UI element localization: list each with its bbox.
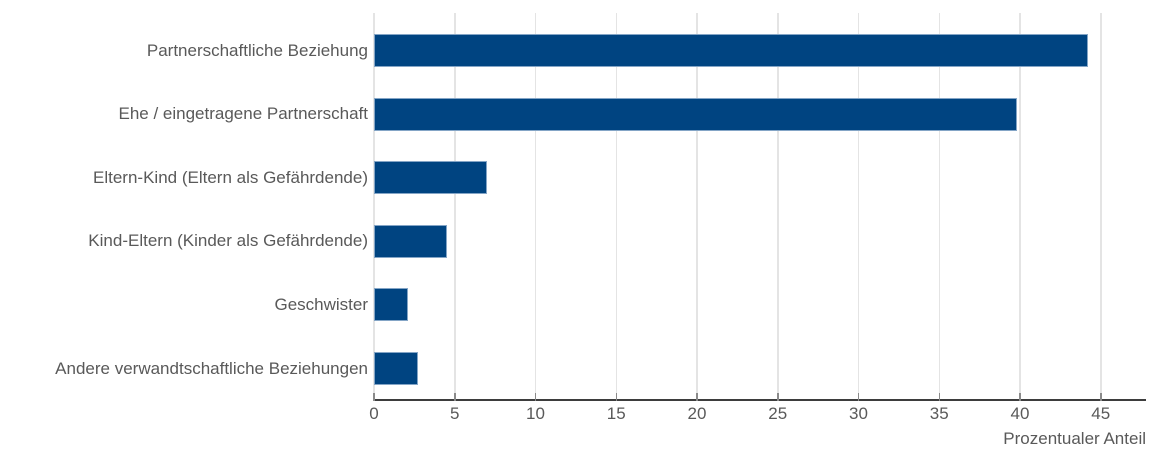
tick-label-35: 35 <box>929 404 949 423</box>
tick-mark-10 <box>534 393 537 401</box>
bar-0 <box>374 34 1088 67</box>
tick-mark-25 <box>777 393 779 401</box>
bar-5 <box>374 352 418 385</box>
gridline-x-40 <box>1019 13 1021 399</box>
gridline-x-0 <box>373 13 375 399</box>
gridline-x-25 <box>777 13 779 399</box>
bar-1 <box>374 97 1017 131</box>
bar-4 <box>374 288 408 322</box>
category-label-0: Partnerschaftliche Beziehung <box>146 40 368 60</box>
bar-2 <box>374 161 488 195</box>
gridline-x-5 <box>454 13 456 399</box>
tick-mark-30 <box>857 393 860 401</box>
gridline-x-15 <box>615 13 617 399</box>
category-label-5: Andere verwandtschaftliche Beziehungen <box>55 358 368 378</box>
tick-label-45: 45 <box>1091 404 1111 423</box>
tick-label-0: 0 <box>369 404 379 423</box>
tick-label-10: 10 <box>526 404 545 423</box>
plot-area <box>373 13 1146 399</box>
gridline-x-45 <box>1100 13 1102 399</box>
tick-mark-45 <box>1100 393 1102 401</box>
tick-mark-0 <box>373 393 375 401</box>
gridline-x-10 <box>534 13 537 399</box>
tick-label-20: 20 <box>687 404 707 423</box>
category-label-3: Kind-Eltern (Kinder als Gefährdende) <box>88 231 368 251</box>
gridline-x-35 <box>938 13 941 399</box>
tick-label-25: 25 <box>768 404 788 423</box>
gridline-x-30 <box>857 13 860 399</box>
tick-label-40: 40 <box>1010 404 1030 423</box>
tick-label-5: 5 <box>450 404 460 423</box>
x-axis-title: Prozentualer Anteil <box>1003 429 1146 448</box>
category-label-2: Eltern-Kind (Eltern als Gefährdende) <box>93 167 368 187</box>
bar-3 <box>374 224 447 258</box>
category-label-1: Ehe / eingetragene Partnerschaft <box>118 104 369 124</box>
x-axis-line <box>374 399 1146 401</box>
tick-mark-5 <box>454 393 456 401</box>
category-label-4: Geschwister <box>274 294 368 314</box>
gridline-x-20 <box>696 13 698 399</box>
tick-label-15: 15 <box>606 404 626 423</box>
tick-label-30: 30 <box>849 404 868 423</box>
tick-mark-20 <box>696 393 698 401</box>
tick-mark-40 <box>1019 393 1021 401</box>
tick-mark-15 <box>615 393 617 401</box>
tick-mark-35 <box>938 393 941 401</box>
